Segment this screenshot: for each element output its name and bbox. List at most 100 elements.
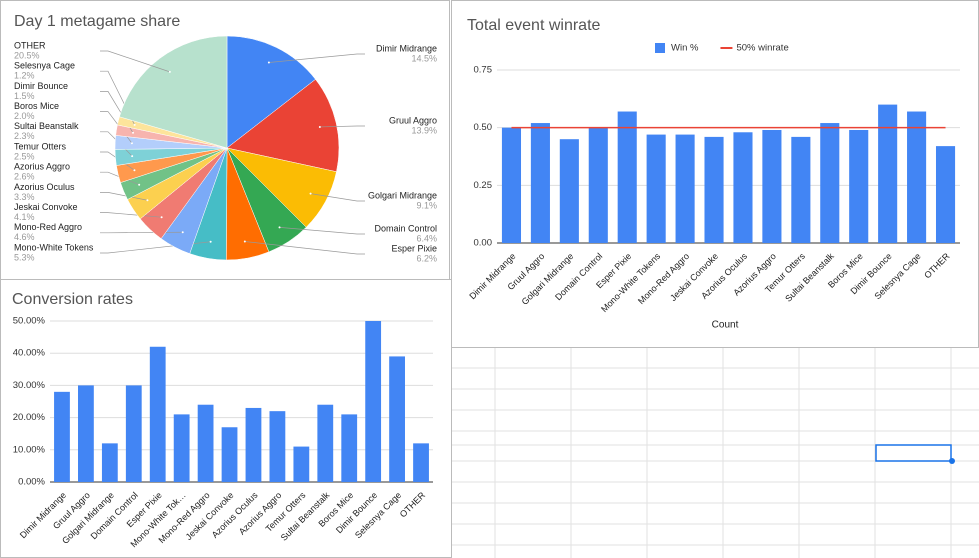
bar: [733, 132, 753, 243]
bar: [245, 407, 262, 482]
leader-dot: [278, 226, 281, 229]
pie-slice: [226, 79, 340, 173]
slice-label: Esper Pixie: [391, 243, 437, 253]
sheet-grid: [451, 347, 979, 558]
slice-value-label: 20.5%: [14, 50, 40, 60]
slice-value-label: 3.3%: [14, 192, 35, 202]
leader-dot: [160, 216, 163, 219]
bar: [125, 385, 142, 482]
y-tick-label: 50.00%: [13, 316, 46, 327]
bar: [675, 134, 695, 243]
chart-title: Total event winrate: [467, 17, 601, 34]
y-tick-label: 0.50: [474, 122, 493, 133]
slice-label: Mono-Red Aggro: [14, 222, 82, 232]
chart-title: Day 1 metagame share: [14, 13, 180, 30]
leader-dot: [181, 231, 184, 234]
fill-handle[interactable]: [949, 458, 955, 464]
bar: [878, 104, 898, 243]
leader-dot: [138, 183, 141, 186]
leader-line: [100, 50, 170, 73]
slice-value-label: 1.2%: [14, 71, 35, 81]
leader-dot: [132, 131, 135, 134]
leader-line: [310, 193, 365, 202]
leader-line: [279, 227, 365, 235]
leader-dot: [168, 70, 171, 73]
bar: [907, 111, 927, 244]
slice-label: Azorius Oculus: [14, 182, 75, 192]
y-tick-label: 0.00: [474, 238, 493, 249]
leader-dot: [267, 61, 270, 64]
pie-slice: [119, 35, 228, 149]
slice-label: Selesnya Cage: [14, 61, 75, 71]
leader-dot: [309, 192, 312, 195]
slice-label: Domain Control: [374, 223, 437, 233]
slice-value-label: 2.5%: [14, 151, 35, 161]
slice-label: Dimir Bounce: [14, 81, 68, 91]
legend-label: 50% winrate: [736, 43, 788, 54]
slice-label: Jeskai Convoke: [14, 202, 78, 212]
bar: [849, 129, 869, 243]
slice-value-label: 4.1%: [14, 212, 35, 222]
bar: [149, 346, 166, 482]
bar: [935, 146, 956, 243]
bar: [413, 443, 429, 482]
slice-value-label: 2.3%: [14, 131, 35, 141]
bar: [389, 356, 405, 482]
bar: [704, 136, 724, 243]
slice-label: Mono-White Tokens: [14, 242, 94, 252]
slice-label: Boros Mice: [14, 101, 59, 111]
bar: [341, 414, 358, 482]
slice-value-label: 2.6%: [14, 172, 35, 182]
slice-value-label: 6.2%: [416, 253, 437, 263]
slice-label: Temur Otters: [14, 141, 67, 151]
bar: [173, 414, 190, 482]
bar: [646, 134, 666, 243]
bar: [78, 385, 94, 482]
bar: [197, 404, 214, 482]
pie-slice: [226, 35, 316, 149]
bar: [293, 446, 310, 482]
leader-dot: [133, 123, 136, 126]
slice-value-label: 4.6%: [14, 232, 35, 242]
slice-value-label: 9.1%: [416, 200, 437, 210]
bar: [365, 321, 382, 482]
leader-line: [244, 241, 365, 255]
slice-value-label: 14.5%: [411, 53, 437, 63]
bar: [54, 391, 70, 482]
y-tick-label: 0.25: [474, 180, 493, 191]
slice-label: Azorius Aggro: [14, 162, 70, 172]
selected-cell[interactable]: [875, 444, 952, 462]
leader-dot: [209, 240, 212, 243]
slice-label: Gruul Aggro: [389, 115, 437, 125]
leader-dot: [130, 142, 133, 145]
leader-dot: [318, 125, 321, 128]
leader-line: [319, 125, 365, 128]
bar: [559, 139, 579, 243]
legend-label: Win %: [671, 43, 699, 54]
leader-dot: [243, 240, 246, 243]
bar: [588, 127, 608, 243]
slice-value-label: 6.4%: [416, 233, 437, 243]
y-tick-label: 0.00%: [18, 477, 45, 488]
bar: [820, 123, 840, 243]
leader-line: [100, 192, 148, 201]
chart-title: Conversion rates: [12, 291, 133, 308]
bar: [501, 127, 522, 243]
leader-line: [268, 53, 365, 63]
slice-value-label: 5.3%: [14, 252, 35, 262]
slice-label: Sultai Beanstalk: [14, 121, 79, 131]
y-tick-label: 40.00%: [13, 348, 46, 359]
bar: [530, 123, 550, 243]
leader-line: [100, 171, 140, 186]
x-axis-label: Count: [712, 320, 739, 331]
slice-label: OTHER: [14, 40, 46, 50]
leader-dot: [131, 155, 134, 158]
bar: [269, 411, 286, 482]
slice-label: Golgari Midrange: [368, 190, 437, 200]
bar: [317, 404, 334, 482]
y-tick-label: 10.00%: [13, 444, 46, 455]
bar: [791, 136, 811, 243]
slice-label: Dimir Midrange: [376, 43, 437, 53]
leader-dot: [133, 169, 136, 172]
